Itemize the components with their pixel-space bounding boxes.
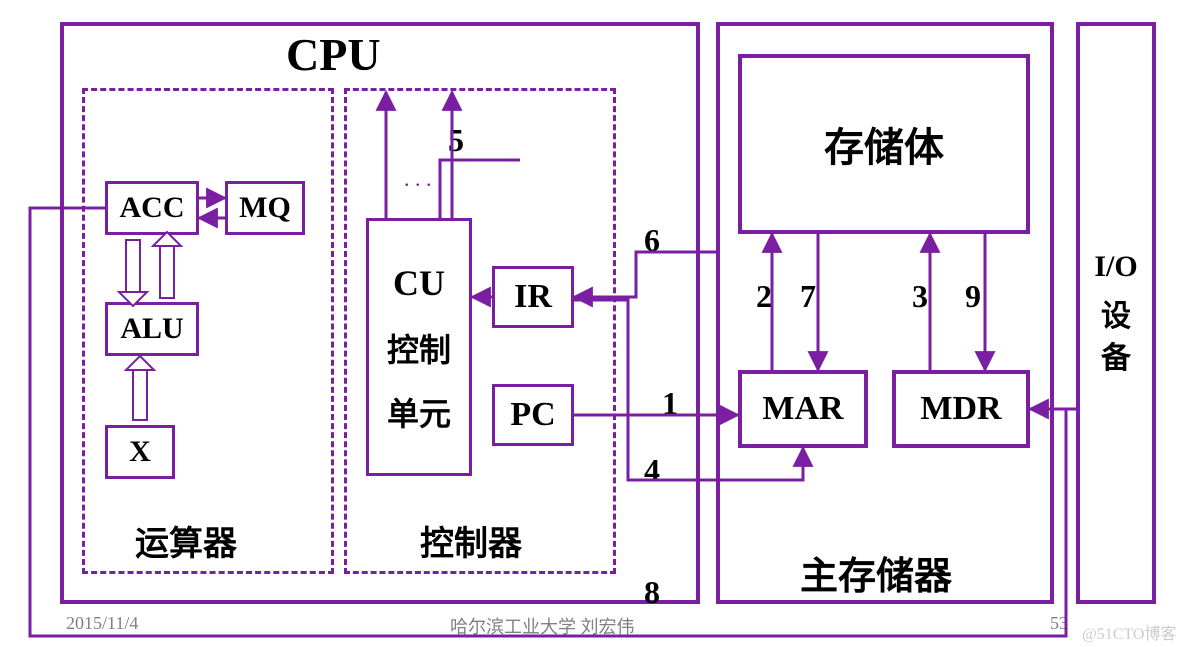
num-4: 4 xyxy=(644,452,660,489)
num-7: 7 xyxy=(800,278,816,315)
pc-box: PC xyxy=(492,384,574,446)
acc-box: ACC xyxy=(105,181,199,235)
footer-source: 哈尔滨工业大学 刘宏伟 xyxy=(450,613,635,639)
num-2: 2 xyxy=(756,278,772,315)
storage-box: 存储体 xyxy=(738,54,1030,234)
controller-label: 控制器 xyxy=(420,516,522,565)
cu-line2: 控制 xyxy=(387,326,451,374)
io-line3: 备 xyxy=(1101,338,1131,380)
mar-box: MAR xyxy=(738,370,868,448)
mq-box: MQ xyxy=(225,181,305,235)
num-9: 9 xyxy=(965,278,981,315)
footer-page: 53 xyxy=(1050,613,1068,634)
cu-box: CU 控制 单元 xyxy=(366,218,472,476)
io-line1: I/O xyxy=(1094,246,1137,288)
num-5: 5 xyxy=(448,122,464,159)
io-line2: 设 xyxy=(1101,296,1131,338)
num-8: 8 xyxy=(644,574,660,611)
io-box: I/O 设 备 xyxy=(1076,22,1156,604)
num-1: 1 xyxy=(662,385,678,422)
alu-box: ALU xyxy=(105,302,199,356)
x-box: X xyxy=(105,425,175,479)
mdr-box: MDR xyxy=(892,370,1030,448)
alu-unit-label: 运算器 xyxy=(135,516,237,565)
cu-line1: CU xyxy=(393,256,445,310)
cpu-title: CPU xyxy=(286,28,381,81)
footer-date: 2015/11/4 xyxy=(66,613,138,634)
ir-box: IR xyxy=(492,266,574,328)
mainmem-label: 主存储器 xyxy=(800,545,952,600)
cu-line3: 单元 xyxy=(387,390,451,438)
num-6: 6 xyxy=(644,222,660,259)
footer-watermark: @51CTO博客 xyxy=(1082,620,1176,644)
num-3: 3 xyxy=(912,278,928,315)
